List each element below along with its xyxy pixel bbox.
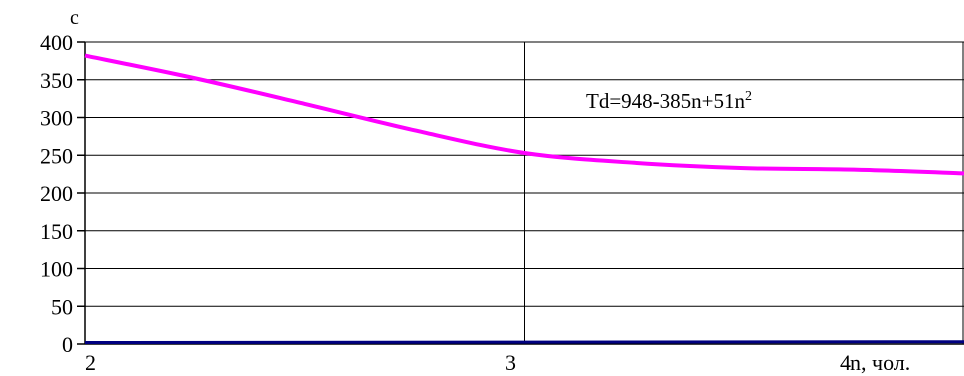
y-tick-label: 350 [40, 68, 73, 93]
y-axis-label: c [70, 7, 79, 29]
formula-annotation: Td=948-385n+51n2 [586, 89, 752, 113]
y-tick-label: 0 [62, 332, 73, 357]
formula-text: Td=948-385n+51n [586, 89, 746, 113]
x-tick-label: 3 [505, 350, 516, 375]
y-tick-label: 200 [40, 181, 73, 206]
y-tick-label: 300 [40, 106, 73, 131]
y-tick-label: 400 [40, 30, 73, 55]
y-tick-label: 250 [40, 143, 73, 168]
series-line-2 [84, 340, 964, 344]
y-tick-label: 100 [40, 257, 73, 282]
x-tick-label: 4 [840, 350, 851, 375]
formula-superscript: 2 [745, 89, 752, 104]
axis-ticks: 0 50 100 150 200 250 300 350 400 2 3 4 n, чол. [40, 30, 910, 375]
y-tick-label: 50 [51, 294, 73, 319]
x-axis-label: n, чол. [850, 350, 910, 375]
y-tick-label: 150 [40, 219, 73, 244]
x-tick-label: 2 [85, 350, 96, 375]
series-line-1 [84, 53, 964, 176]
grid-lines [85, 41, 964, 344]
series-group [84, 53, 964, 344]
